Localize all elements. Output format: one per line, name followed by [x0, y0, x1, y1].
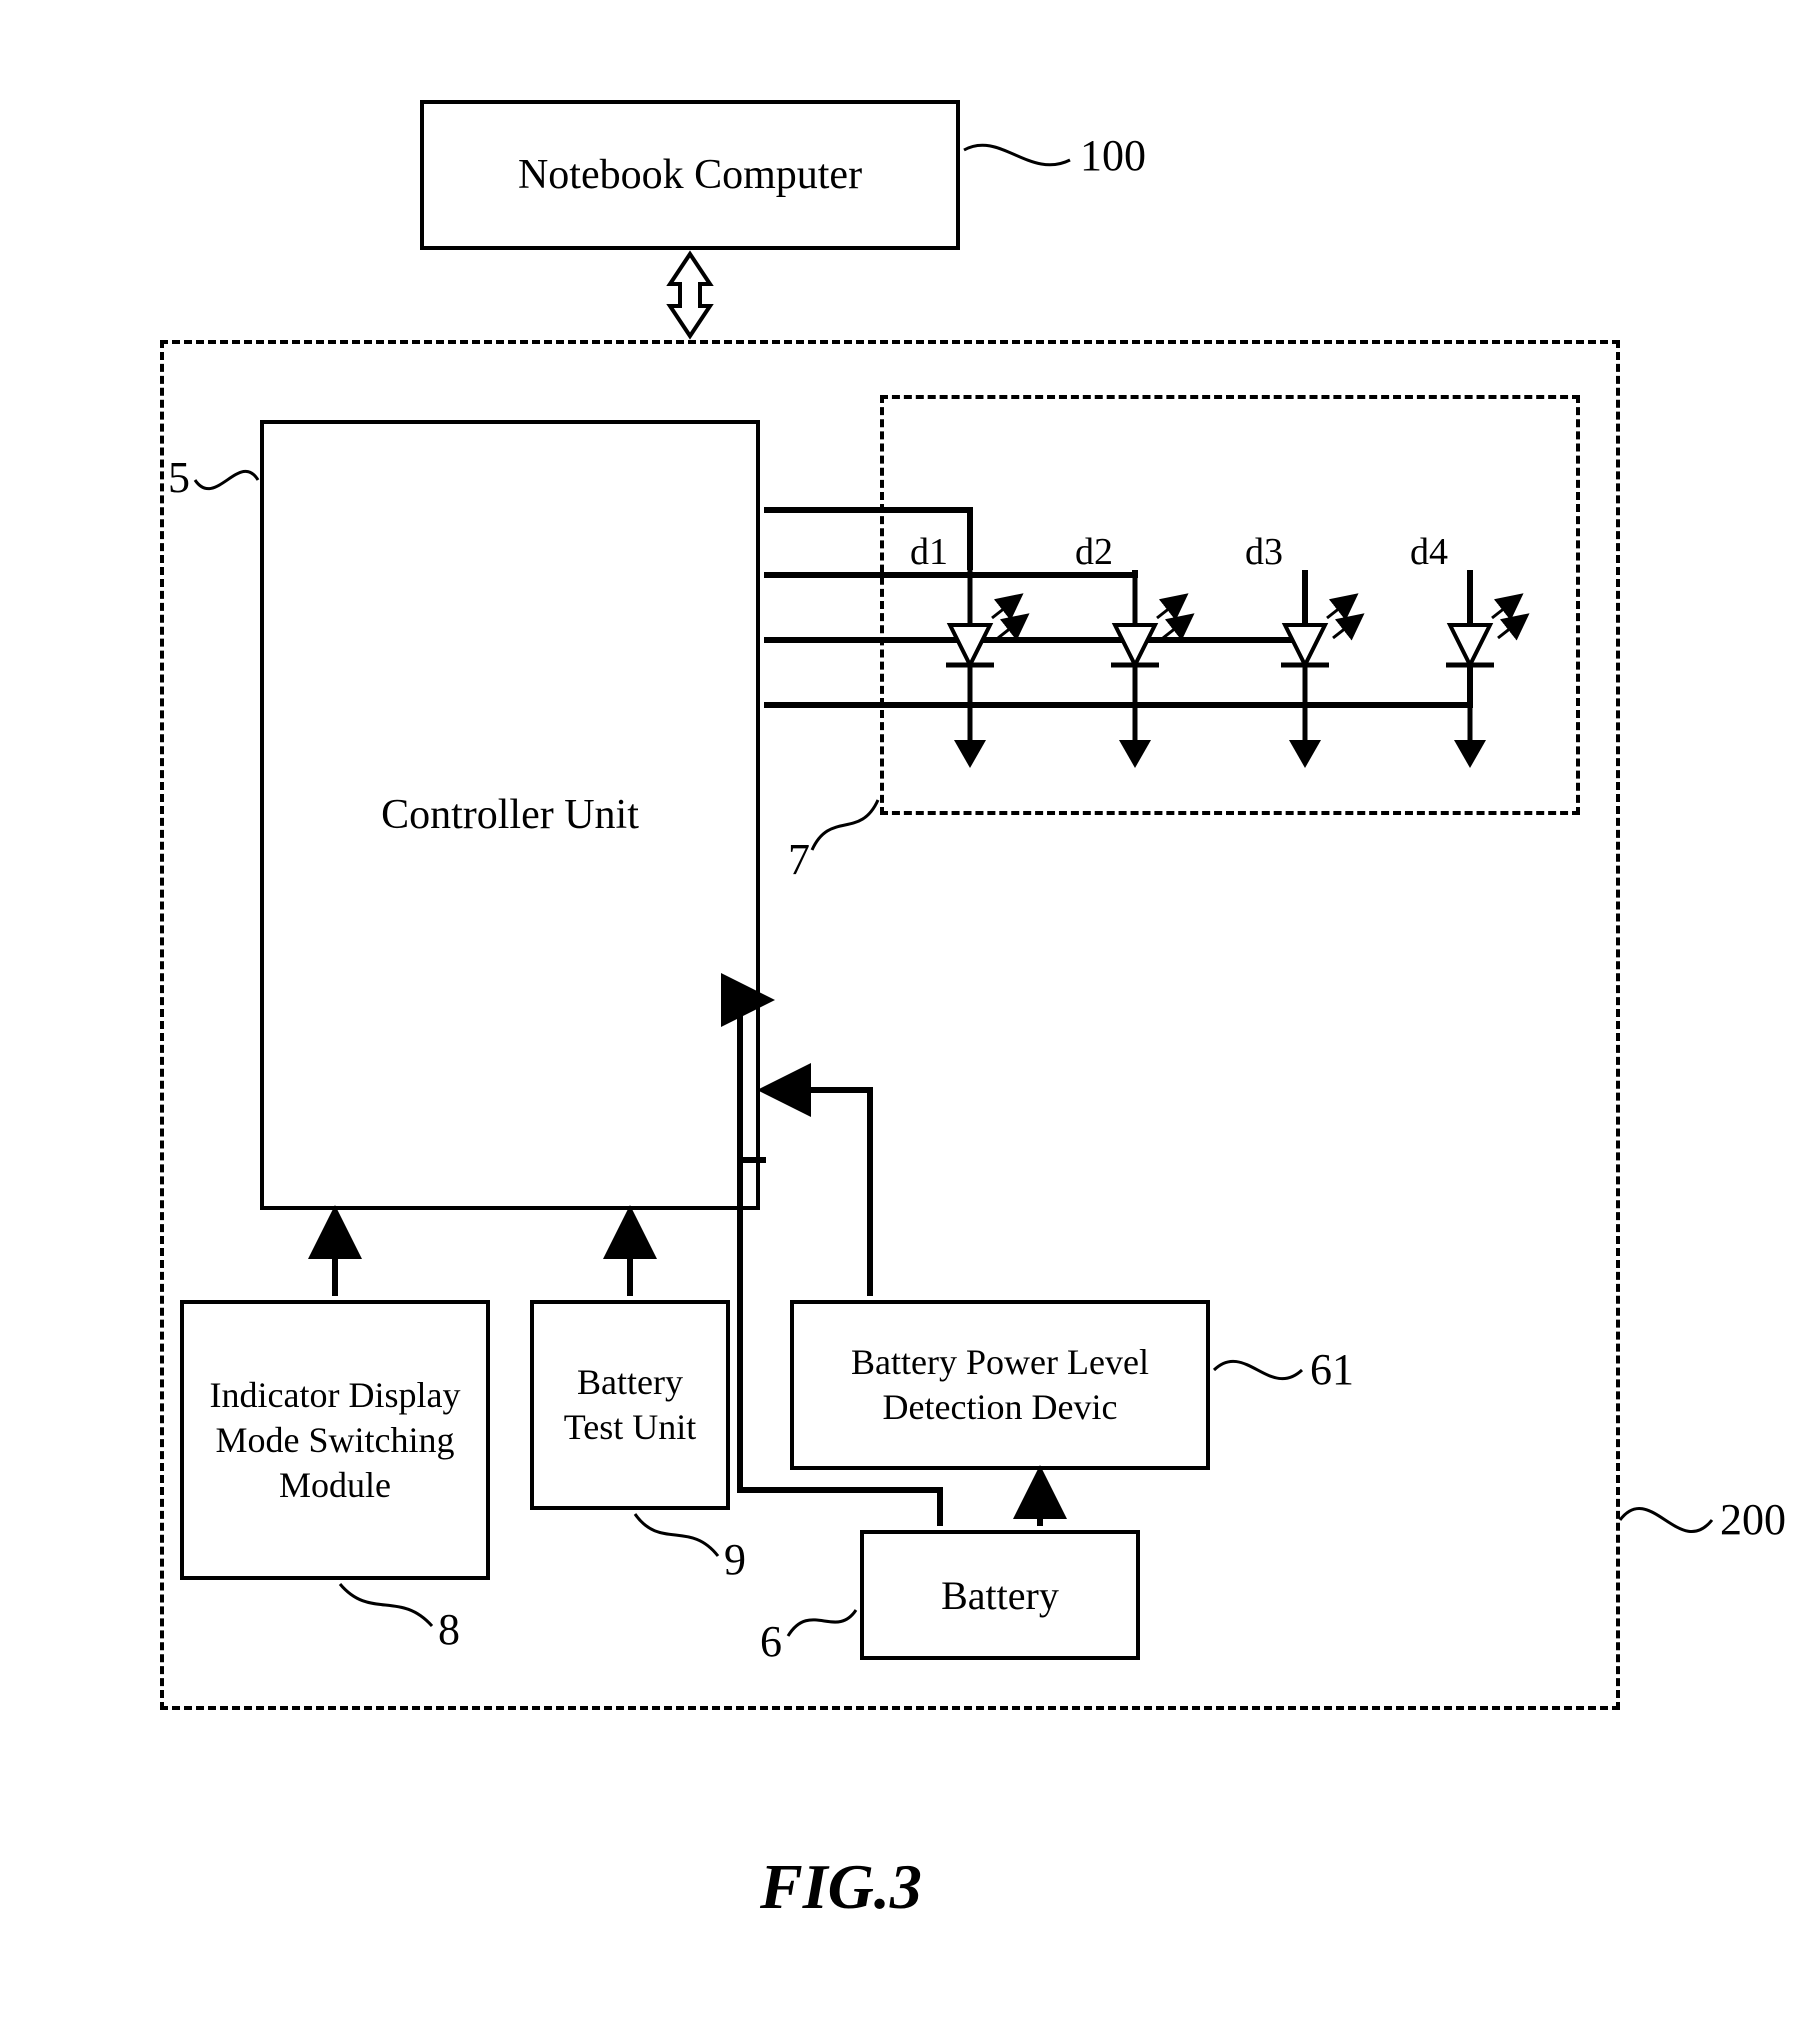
diagram-canvas: Notebook Computer Controller Unit Indica…: [40, 40, 1775, 1998]
controller-block: Controller Unit: [260, 420, 760, 1210]
detect-label: Battery Power Level Detection Devic: [851, 1340, 1149, 1430]
test-block: Battery Test Unit: [530, 1300, 730, 1510]
indicator-block: Indicator Display Mode Switching Module: [180, 1300, 490, 1580]
detect-block: Battery Power Level Detection Devic: [790, 1300, 1210, 1470]
ref-6: 6: [760, 1616, 782, 1667]
ref-7: 7: [788, 834, 810, 885]
ref-200: 200: [1720, 1494, 1786, 1545]
controller-label: Controller Unit: [381, 791, 639, 839]
ref-5: 5: [168, 452, 190, 503]
notebook-block: Notebook Computer: [420, 100, 960, 250]
figure-label: FIG.3: [760, 1850, 922, 1924]
led-group-box: [880, 395, 1580, 815]
led-label-d3: d3: [1245, 530, 1283, 574]
ref-61: 61: [1310, 1344, 1354, 1395]
test-label: Battery Test Unit: [564, 1360, 696, 1450]
ref-8: 8: [438, 1604, 460, 1655]
battery-block: Battery: [860, 1530, 1140, 1660]
ref-100: 100: [1080, 130, 1146, 181]
ref-9: 9: [724, 1534, 746, 1585]
led-label-d2: d2: [1075, 530, 1113, 574]
led-label-d4: d4: [1410, 530, 1448, 574]
indicator-label: Indicator Display Mode Switching Module: [210, 1373, 461, 1508]
notebook-label: Notebook Computer: [518, 151, 862, 199]
battery-label: Battery: [941, 1572, 1059, 1619]
bidir-arrow: [670, 254, 710, 336]
led-label-d1: d1: [910, 530, 948, 574]
